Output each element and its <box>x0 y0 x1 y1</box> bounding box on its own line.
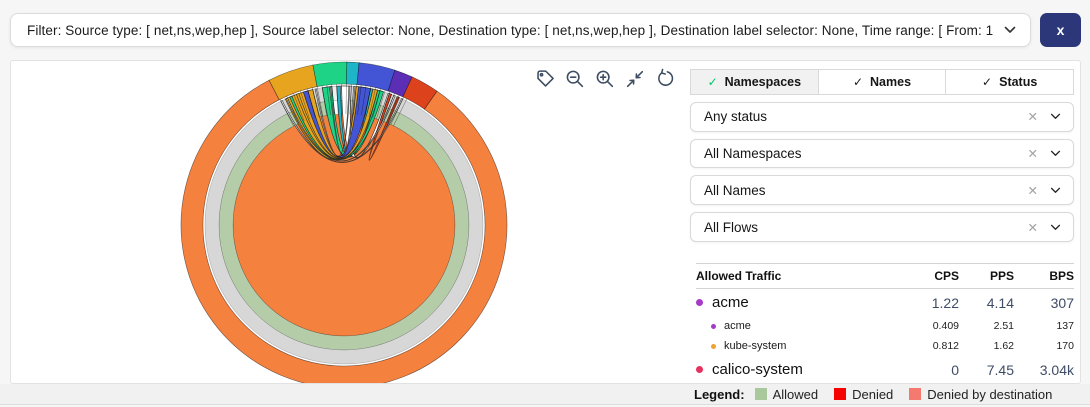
zoom-out-button[interactable] <box>563 67 586 90</box>
bps-value: 170 <box>1056 340 1074 352</box>
filter-summary-dropdown[interactable]: Filter: Source type: [ net,ns,wep,hep ],… <box>10 13 1031 47</box>
pps-value: 7.45 <box>986 361 1014 378</box>
check-icon: ✓ <box>982 74 993 89</box>
legend-bar: Legend: Allowed Denied Denied by destina… <box>0 384 1090 405</box>
chevron-down-icon[interactable] <box>1050 150 1061 157</box>
close-icon: x <box>1056 22 1065 38</box>
pps-value: 1.62 <box>993 340 1014 352</box>
legend-label: Denied <box>852 386 894 402</box>
table-row[interactable]: kube-system 0.812 1.62 170 <box>696 336 1074 356</box>
dropdown-value: All Names <box>704 182 766 198</box>
legend-label: Allowed <box>772 386 819 402</box>
filter-row: Filter: Source type: [ net,ns,wep,hep ],… <box>10 13 1081 47</box>
namespace-bullet <box>711 323 716 329</box>
pps-value: 4.14 <box>986 294 1014 311</box>
tab-status[interactable]: ✓ Status <box>946 69 1075 95</box>
tab-label: Status <box>999 74 1038 89</box>
namespace-name: kube-system <box>724 340 787 352</box>
dropdown-value: Any status <box>704 109 768 125</box>
check-icon: ✓ <box>707 74 718 89</box>
chevron-down-icon[interactable] <box>1050 224 1061 231</box>
flow-viz-card: ✓ Namespaces ✓ Names ✓ Status Any status… <box>10 60 1081 384</box>
namespaces-filter-dropdown[interactable]: All Namespaces ✕ <box>690 138 1074 169</box>
cps-value: 0.812 <box>932 340 959 352</box>
tag-icon <box>536 69 554 87</box>
col-cps: CPS <box>934 269 959 283</box>
bps-value: 137 <box>1056 320 1074 332</box>
dropdown-value: All Flows <box>704 219 759 235</box>
clear-icon[interactable]: ✕ <box>1027 110 1038 125</box>
compress-arrows-icon <box>626 70 643 87</box>
tab-names[interactable]: ✓ Names <box>818 69 947 95</box>
legend-title: Legend: <box>694 386 745 402</box>
clear-icon[interactable]: ✕ <box>1027 220 1038 235</box>
namespace-bullet <box>711 343 716 349</box>
table-row[interactable]: calico-system 0 7.45 3.04k <box>696 356 1074 383</box>
chart-toolbar <box>533 67 676 90</box>
reset-undo-icon <box>657 68 673 86</box>
cps-value: 0.409 <box>932 320 959 332</box>
col-pps: PPS <box>989 269 1014 283</box>
chevron-down-icon <box>1004 26 1016 34</box>
clear-icon[interactable]: ✕ <box>1027 147 1038 161</box>
chord-diagram[interactable] <box>11 61 690 383</box>
fit-to-view-button[interactable] <box>623 67 646 90</box>
tab-label: Namespaces <box>724 74 802 89</box>
dropdown-value: All Namespaces <box>704 146 802 161</box>
namespace-bullet <box>696 366 703 373</box>
legend-item-denied-by-destination: Denied by destination <box>909 387 1052 402</box>
chevron-down-icon[interactable] <box>1050 187 1061 194</box>
legend-item-allowed: Allowed <box>754 386 819 402</box>
tab-namespaces[interactable]: ✓ Namespaces <box>690 69 819 95</box>
legend-label: Denied by destination <box>927 386 1053 402</box>
tab-label: Names <box>870 74 912 89</box>
namespace-name: acme <box>712 294 749 311</box>
namespace-bullet <box>696 299 703 306</box>
cps-value: 0 <box>951 361 959 378</box>
namespace-name: acme <box>724 320 751 332</box>
reset-view-button[interactable] <box>653 67 676 90</box>
pps-value: 2.51 <box>993 320 1014 332</box>
layer-tabs: ✓ Namespaces ✓ Names ✓ Status <box>690 69 1075 95</box>
allowed-swatch <box>754 388 767 400</box>
status-filter-dropdown[interactable]: Any status ✕ <box>690 101 1074 132</box>
flow-filter-panel: ✓ Namespaces ✓ Names ✓ Status Any status… <box>690 61 1080 383</box>
clear-icon[interactable]: ✕ <box>1027 183 1038 198</box>
filter-close-button[interactable]: x <box>1040 13 1081 47</box>
flows-filter-dropdown[interactable]: All Flows ✕ <box>690 212 1074 242</box>
chord-chart-area <box>11 61 690 383</box>
col-bps: BPS <box>1049 269 1074 283</box>
table-header-label: Allowed Traffic <box>696 269 782 283</box>
check-icon: ✓ <box>852 74 864 89</box>
bps-value: 307 <box>1050 294 1074 311</box>
tag-labels-button[interactable] <box>533 67 556 90</box>
zoom-in-icon <box>596 70 613 87</box>
denied-by-destination-swatch <box>909 388 922 400</box>
table-row[interactable]: acme 1.22 4.14 307 <box>696 289 1074 316</box>
denied-swatch <box>834 388 847 400</box>
cps-value: 1.22 <box>931 294 959 311</box>
filter-summary-text: Filter: Source type: [ net,ns,wep,hep ],… <box>27 22 994 38</box>
names-filter-dropdown[interactable]: All Names ✕ <box>690 175 1074 206</box>
table-row[interactable]: acme 0.409 2.51 137 <box>696 316 1074 336</box>
zoom-in-button[interactable] <box>593 67 616 90</box>
namespace-name: calico-system <box>712 361 803 378</box>
legend-item-denied: Denied <box>834 387 893 402</box>
bps-value: 3.04k <box>1039 361 1074 378</box>
table-header: Allowed Traffic CPS PPS BPS <box>696 263 1074 289</box>
allowed-traffic-table: Allowed Traffic CPS PPS BPS acme 1.22 4.… <box>690 263 1074 383</box>
chevron-down-icon[interactable] <box>1050 113 1061 120</box>
zoom-out-icon <box>566 70 583 87</box>
